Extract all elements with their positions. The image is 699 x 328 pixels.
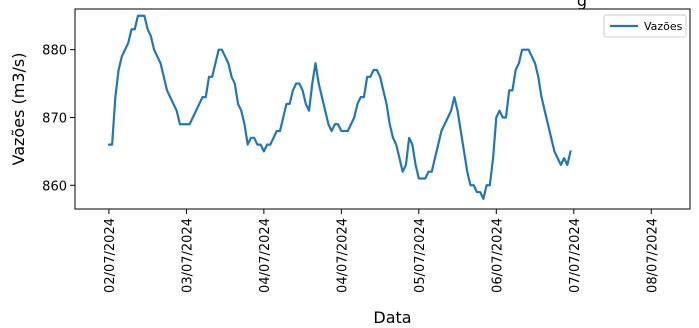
y-axis: 860 870 880: [42, 44, 75, 194]
x-tick-label: 08/07/2024: [645, 218, 660, 293]
legend-label-vazoes: Vazões: [644, 20, 683, 33]
x-axis: 02/07/2024 03/07/2024 04/07/2024 04/07/2024…: [103, 209, 660, 293]
plot-frame: [74, 8, 691, 210]
x-tick-label: 05/07/2024: [413, 218, 428, 293]
x-tick-label: 04/07/2024: [258, 218, 273, 293]
x-tick-label: 04/07/2024: [335, 218, 350, 293]
chart-title: g: [577, 0, 587, 10]
series-line-vazoes: [107, 14, 572, 200]
y-axis-title: Vazões (m3/s): [9, 53, 28, 166]
x-tick-label: 03/07/2024: [180, 218, 195, 293]
x-tick-label: 02/07/2024: [103, 218, 118, 293]
y-tick-label: 880: [42, 44, 67, 59]
legend: Vazões: [603, 14, 687, 38]
x-tick-label: 07/07/2024: [568, 218, 583, 293]
plot-area: [107, 14, 572, 200]
x-tick-label: 06/07/2024: [490, 218, 505, 293]
y-tick-label: 870: [42, 111, 67, 126]
legend-box: [603, 14, 687, 38]
x-axis-title: Data: [373, 308, 411, 327]
y-tick-label: 860: [42, 179, 67, 194]
